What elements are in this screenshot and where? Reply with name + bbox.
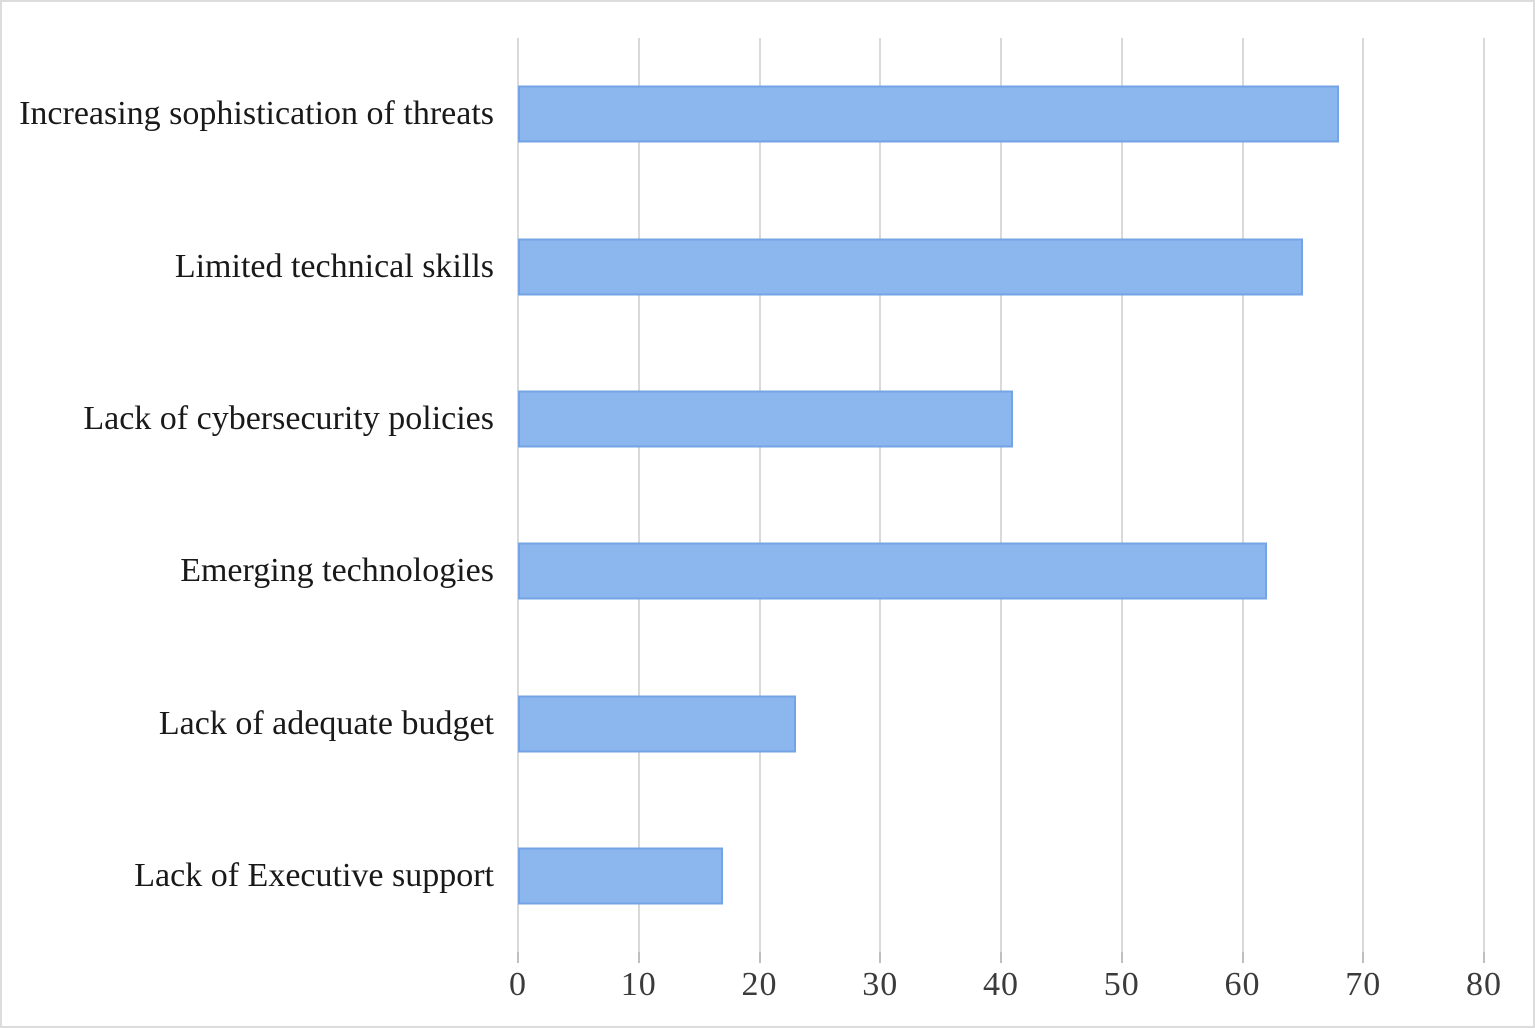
- bar: [518, 695, 796, 752]
- x-axis-tick-mark: [1241, 952, 1244, 963]
- bar: [518, 847, 724, 905]
- gridline: [1000, 38, 1002, 952]
- x-axis-tick-mark: [517, 952, 519, 963]
- x-axis-tick-mark: [1120, 952, 1123, 963]
- category-label: Increasing sophistication of threats: [19, 95, 494, 133]
- gridline: [879, 38, 882, 952]
- x-axis-tick-mark: [1000, 952, 1002, 963]
- bar: [518, 85, 1340, 143]
- category-label: Limited technical skills: [174, 247, 494, 285]
- x-tick-label: 70: [1345, 966, 1382, 1003]
- bar: [518, 390, 1014, 448]
- category-label: Lack of Executive support: [134, 856, 494, 894]
- x-axis-tick-mark: [637, 952, 640, 963]
- gridline: [1120, 38, 1123, 952]
- category-label: Lack of adequate budget: [158, 704, 494, 742]
- x-tick-label: 50: [1103, 966, 1140, 1003]
- gridline: [1241, 38, 1244, 952]
- x-axis-tick-mark: [1362, 952, 1365, 963]
- x-tick-label: 0: [509, 966, 527, 1003]
- x-tick-label: 60: [1224, 966, 1261, 1003]
- gridline: [758, 38, 761, 952]
- gridline: [517, 38, 519, 952]
- bar: [518, 238, 1303, 295]
- gridline: [1483, 38, 1485, 952]
- gridline: [1362, 38, 1365, 952]
- x-tick-label: 80: [1466, 966, 1502, 1003]
- x-tick-label: 30: [862, 966, 899, 1003]
- bar: [518, 542, 1267, 600]
- x-tick-label: 40: [983, 966, 1019, 1003]
- x-axis-tick-mark: [1483, 952, 1485, 963]
- gridline: [637, 38, 640, 952]
- x-axis-tick-mark: [879, 952, 882, 963]
- x-tick-label: 10: [620, 966, 657, 1003]
- x-axis-tick-mark: [758, 952, 761, 963]
- x-tick-label: 20: [741, 966, 778, 1003]
- category-label: Lack of cybersecurity policies: [83, 399, 494, 437]
- category-label: Emerging technologies: [180, 552, 494, 590]
